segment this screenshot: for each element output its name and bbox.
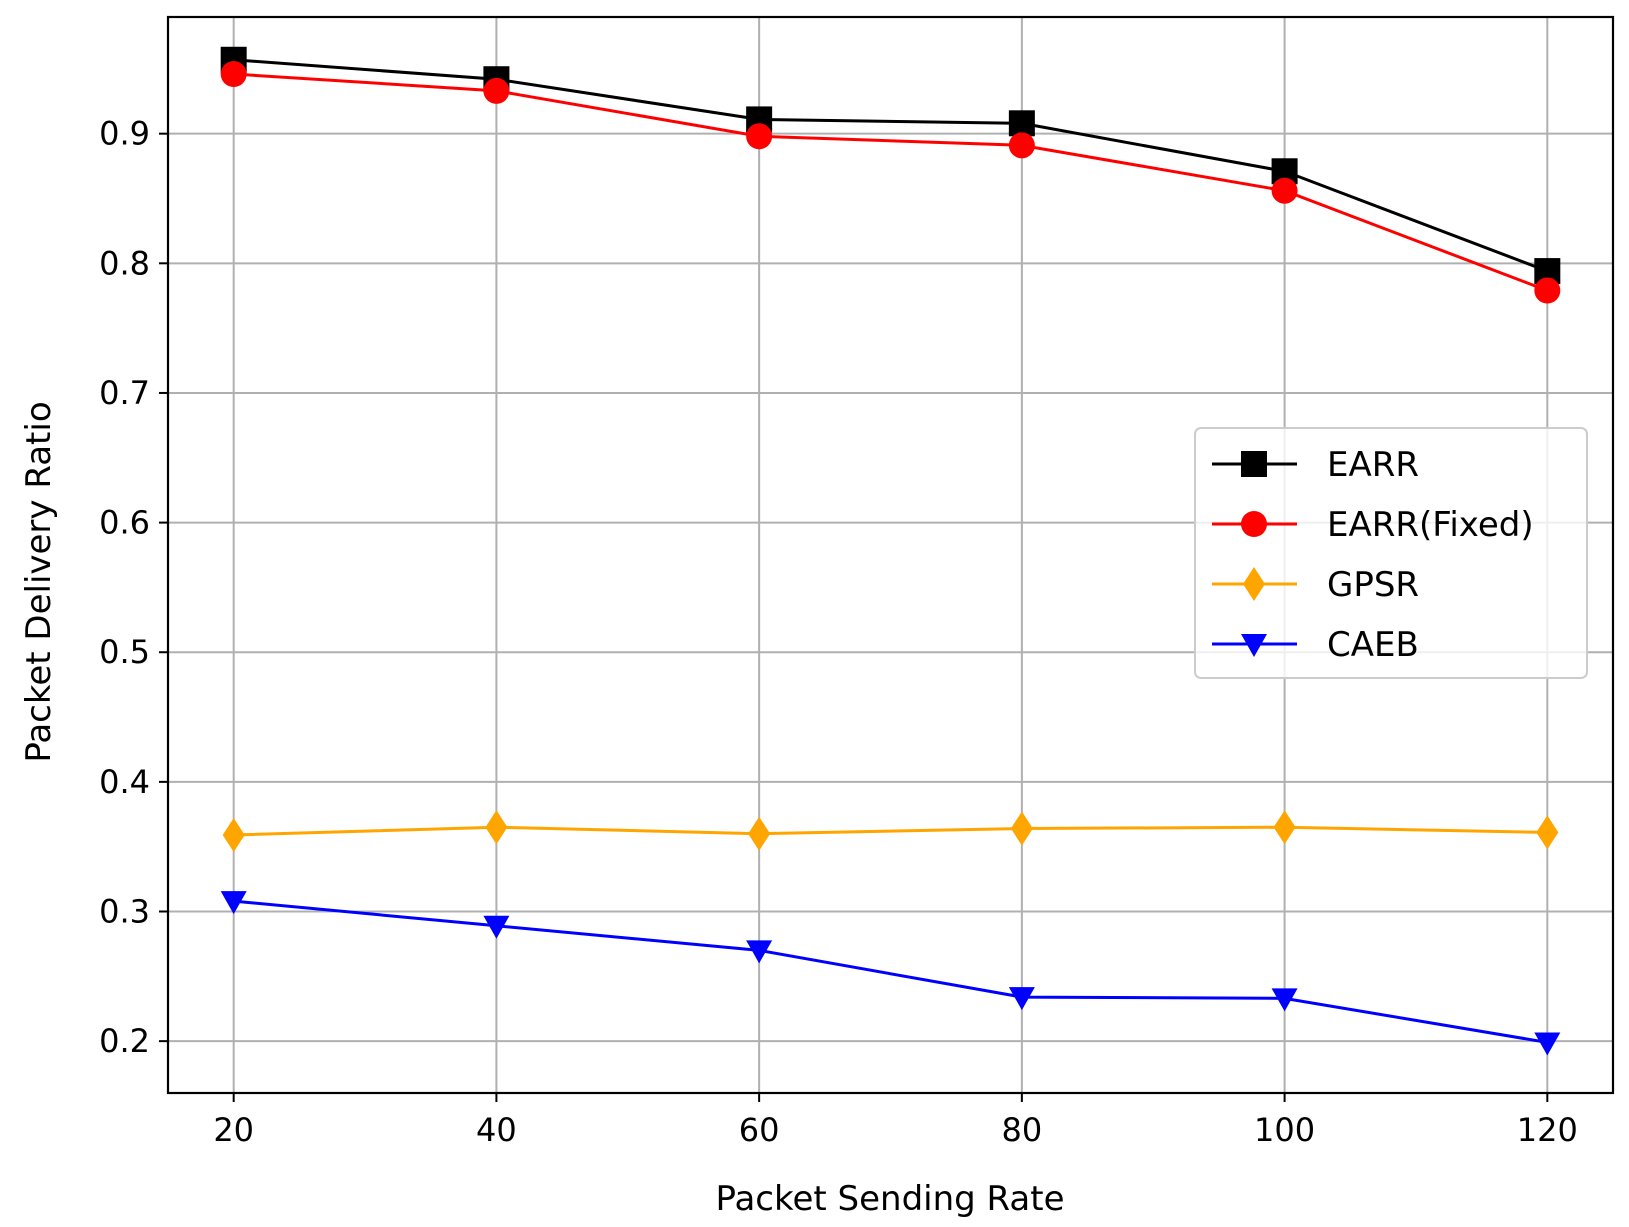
x-axis-title: Packet Sending Rate	[715, 1179, 1064, 1219]
legend-marker-earr-fixed	[1241, 511, 1267, 537]
data-point-gpsr	[1536, 815, 1559, 850]
data-point-caeb	[220, 891, 247, 915]
data-point-earr-fixed	[746, 123, 773, 150]
x-tick-label: 60	[739, 1111, 780, 1149]
x-tick-label: 120	[1517, 1111, 1578, 1149]
data-point-caeb	[1534, 1032, 1561, 1056]
legend-label-caeb: CAEB	[1327, 625, 1419, 665]
legend-marker-gpsr	[1243, 567, 1265, 601]
legend-label-earr: EARR	[1327, 445, 1419, 485]
y-tick-label: 0.4	[99, 763, 150, 801]
legend-label-gpsr: GPSR	[1327, 565, 1419, 605]
series-line-earr	[233, 58, 1548, 273]
y-tick-label: 0.8	[99, 244, 150, 282]
data-point-gpsr	[1273, 810, 1296, 845]
data-point-earr-fixed	[220, 61, 247, 88]
data-point-earr-fixed	[1008, 132, 1035, 159]
series-earr-fixed	[220, 61, 1561, 304]
y-tick-label: 0.7	[99, 374, 150, 412]
y-axis-title: Packet Delivery Ratio	[19, 401, 59, 762]
data-point-gpsr	[748, 816, 771, 851]
legend-box	[1194, 427, 1588, 679]
data-point-caeb	[746, 940, 773, 964]
series-line-earr-fixed	[233, 72, 1548, 292]
series-line-gpsr	[233, 825, 1548, 837]
y-tick-label: 0.6	[99, 504, 150, 542]
data-point-gpsr	[222, 818, 245, 853]
plot-frame	[166, 15, 1615, 1095]
data-point-caeb	[483, 915, 510, 939]
ticks: 20 40 60 80 100 120 0.2 0.3 0.4 0.5 0.6 0.7 0.8 0.9	[99, 115, 1578, 1149]
y-tick-label: 0.2	[99, 1022, 150, 1060]
series-layer	[220, 46, 1561, 1056]
data-point-earr-fixed	[1271, 177, 1298, 204]
legend-marker-earr	[1241, 451, 1267, 477]
series-gpsr	[222, 810, 1559, 853]
data-point-earr-fixed	[1534, 277, 1561, 304]
data-point-caeb	[1271, 988, 1298, 1012]
data-point-gpsr	[485, 810, 508, 845]
data-point-gpsr	[1010, 811, 1033, 846]
y-tick-label: 0.9	[99, 115, 150, 153]
data-point-earr	[1008, 110, 1035, 137]
x-tick-label: 40	[476, 1111, 517, 1149]
data-point-earr-fixed	[483, 77, 510, 104]
x-tick-label: 100	[1254, 1111, 1315, 1149]
x-tick-label: 20	[213, 1111, 254, 1149]
y-tick-label: 0.3	[99, 893, 150, 931]
series-caeb	[220, 891, 1561, 1056]
y-tick-label: 0.5	[99, 633, 150, 671]
legend-marker-caeb	[1241, 634, 1267, 657]
legend: EARR EARR(Fixed) GPSR CAEB	[1194, 427, 1588, 679]
x-tick-label: 80	[1002, 1111, 1043, 1149]
data-point-caeb	[1008, 987, 1035, 1011]
legend-label-earr-fixed: EARR(Fixed)	[1327, 505, 1534, 545]
series-line-caeb	[233, 899, 1548, 1044]
